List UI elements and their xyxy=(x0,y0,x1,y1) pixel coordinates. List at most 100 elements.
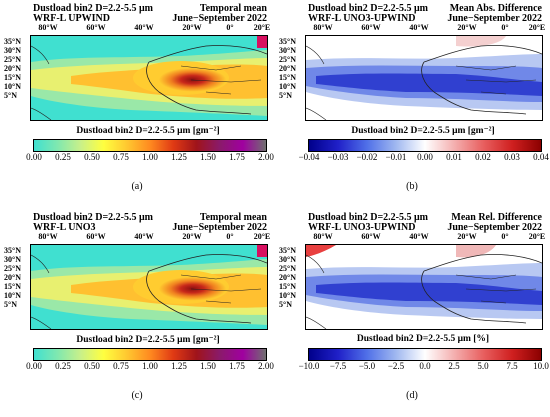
panel-c: Dustload bin2 D=2.2-5.5 μm WRF-L UNO3 Temp… xyxy=(0,209,275,417)
colorbar-tick: 0.75 xyxy=(113,361,129,371)
lat-label: 5°N xyxy=(279,91,292,100)
lon-label: 0° xyxy=(226,23,234,32)
lon-label: 0° xyxy=(501,23,509,32)
map-canvas xyxy=(306,36,542,120)
dust-plume-core xyxy=(133,61,229,95)
colorbar-tick: 0.50 xyxy=(84,361,100,371)
diff-core xyxy=(316,282,542,305)
title-left-line1: Dustload bin2 D=2.2-5.5 μm xyxy=(33,212,153,223)
colorbar xyxy=(308,139,542,152)
lon-label: 20°W xyxy=(457,232,477,241)
colorbar-title: Dustload bin2 D=2.2-5.5 μm [gm⁻²] xyxy=(76,126,220,136)
panel-label: (a) xyxy=(131,181,143,192)
colorbar-tick: 0.01 xyxy=(446,152,462,162)
lat-label: 5°N xyxy=(4,300,17,309)
lat-label: 5°N xyxy=(4,91,17,100)
colorbar-tick: 1.00 xyxy=(142,361,158,371)
lon-label: 0° xyxy=(501,232,509,241)
lon-label: 20°E xyxy=(528,232,546,241)
positive-diff-nw xyxy=(306,245,336,257)
diff-core xyxy=(316,73,542,96)
north-africa-coast xyxy=(423,254,542,272)
west-africa-coast xyxy=(146,270,252,324)
lat-label: 25°N xyxy=(279,264,296,273)
lon-label: 80°W xyxy=(38,23,58,32)
lon-label: 80°W xyxy=(38,232,58,241)
lat-label: 35°N xyxy=(279,246,296,255)
lon-label: 20°W xyxy=(457,23,477,32)
lon-label: 60°W xyxy=(86,232,106,241)
title-left-line1: Dustload bin2 D=2.2-5.5 μm xyxy=(33,3,153,14)
lon-label: 60°W xyxy=(86,23,106,32)
colorbar-tick: −0.02 xyxy=(356,152,378,162)
colorbar-tick: −10.0 xyxy=(298,361,320,371)
country-borders xyxy=(455,65,537,95)
title-right-line2: June−September 2022 xyxy=(172,222,267,233)
map-canvas xyxy=(306,245,542,329)
panel-b: Dustload bin2 D=2.2-5.5 μm WRF-L UNO3-UPW… xyxy=(275,0,550,208)
title-right-line1: Mean Abs. Difference xyxy=(449,3,542,14)
north-edge-max xyxy=(257,245,267,257)
colorbar-tick: −0.01 xyxy=(385,152,407,162)
colorbar-tick: −7.5 xyxy=(329,361,347,371)
positive-diff-n xyxy=(456,36,506,47)
title-right-line1: Temporal mean xyxy=(199,3,267,14)
lat-label: 35°N xyxy=(4,37,21,46)
map-canvas xyxy=(31,36,267,120)
lat-label: 25°N xyxy=(279,55,296,64)
colorbar-tick: 1.75 xyxy=(229,361,245,371)
map-canvas xyxy=(31,245,267,329)
lon-label: 80°W xyxy=(313,23,333,32)
colorbar-tick: 0.50 xyxy=(84,152,100,162)
lon-label: 60°W xyxy=(361,23,381,32)
south-america-coast xyxy=(31,316,52,329)
colorbar-tick: 0.04 xyxy=(533,152,549,162)
lon-label: 40°W xyxy=(409,232,429,241)
lon-label: 20°E xyxy=(528,23,546,32)
north-america-coast xyxy=(306,254,325,274)
west-africa-coast xyxy=(421,61,527,115)
title-left-line2: WRF-L UNO3-UPWIND xyxy=(308,13,416,24)
colorbar-tick: −2.5 xyxy=(387,361,405,371)
colorbar-tick: 1.50 xyxy=(200,361,216,371)
lat-label: 5°N xyxy=(279,300,292,309)
colorbar-tick: 0.00 xyxy=(26,361,42,371)
lat-label: 35°N xyxy=(279,37,296,46)
colorbar-tick: 0.03 xyxy=(504,152,520,162)
colorbar-tick: 0.00 xyxy=(417,152,433,162)
colorbar xyxy=(33,348,267,361)
north-america-coast xyxy=(306,45,325,65)
map-c xyxy=(30,244,268,330)
dust-plume-core xyxy=(133,270,229,304)
lat-label: 20°N xyxy=(4,273,21,282)
colorbar-tick: 0.0 xyxy=(419,361,431,371)
country-borders xyxy=(180,274,262,304)
panel-a: Dustload bin2 D=2.2-5.5 μm WRF-L UPWIND Te… xyxy=(0,0,275,208)
colorbar-tick: 1.25 xyxy=(171,152,187,162)
title-right-line1: Mean Rel. Difference xyxy=(451,212,542,223)
lon-label: 40°W xyxy=(409,23,429,32)
title-right-line2: June−September 2022 xyxy=(172,13,267,24)
lat-label: 30°N xyxy=(4,255,21,264)
colorbar-tick: 0.25 xyxy=(55,361,71,371)
title-left-line1: Dustload bin2 D=2.2-5.5 μm xyxy=(308,3,428,14)
colorbar-tick: 2.5 xyxy=(448,361,460,371)
map-a xyxy=(30,35,268,121)
colorbar-tick: 5.0 xyxy=(477,361,489,371)
colorbar-tick: 1.75 xyxy=(229,152,245,162)
lat-label: 20°N xyxy=(279,64,296,73)
colorbar-tick: 0.75 xyxy=(113,152,129,162)
title-left-line2: WRF-L UNO3 xyxy=(33,222,96,233)
lon-label: 80°W xyxy=(313,232,333,241)
colorbar-tick: −0.04 xyxy=(298,152,320,162)
panel-label: (d) xyxy=(406,390,418,401)
title-right-line1: Temporal mean xyxy=(199,212,267,223)
map-d xyxy=(305,244,543,330)
panel-label: (c) xyxy=(131,390,143,401)
colorbar-tick: 0.00 xyxy=(26,152,42,162)
colorbar xyxy=(308,348,542,361)
title-left-line1: Dustload bin2 D=2.2-5.5 μm xyxy=(308,212,428,223)
colorbar xyxy=(33,139,267,152)
colorbar-tick: 2.00 xyxy=(258,152,274,162)
lat-label: 10°N xyxy=(4,291,21,300)
